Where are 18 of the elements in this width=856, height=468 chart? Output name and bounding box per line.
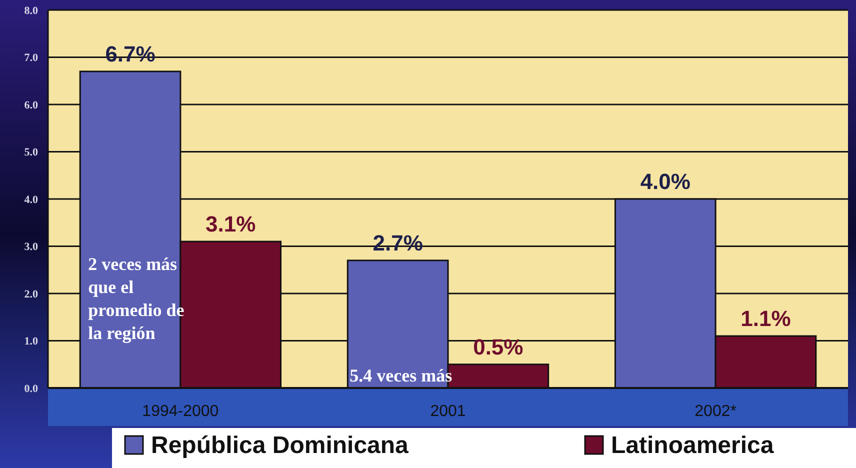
x-tick-label: 1994-2000 — [142, 403, 219, 420]
y-tick-label: 5.0 — [24, 146, 38, 159]
y-tick-label: 0.0 — [24, 382, 38, 395]
legend-label: República Dominicana — [151, 432, 410, 459]
x-tick-label: 2002* — [694, 403, 736, 420]
y-tick-label: 8.0 — [24, 4, 38, 17]
x-tick-label: 2001 — [430, 403, 466, 420]
y-tick-label: 3.0 — [24, 241, 38, 254]
data-label: 4.0% — [640, 169, 690, 194]
y-tick-label: 2.0 — [24, 288, 38, 300]
y-tick-label: 4.0 — [24, 194, 38, 206]
y-tick-label: 1.0 — [24, 336, 38, 348]
legend-label: Latinoamerica — [611, 432, 774, 459]
y-tick-label: 7.0 — [24, 52, 38, 64]
y-tick-label: 6.0 — [24, 99, 38, 112]
data-label: 3.1% — [206, 212, 256, 237]
data-label: 1.1% — [740, 306, 791, 332]
data-label: 0.5% — [473, 334, 524, 360]
